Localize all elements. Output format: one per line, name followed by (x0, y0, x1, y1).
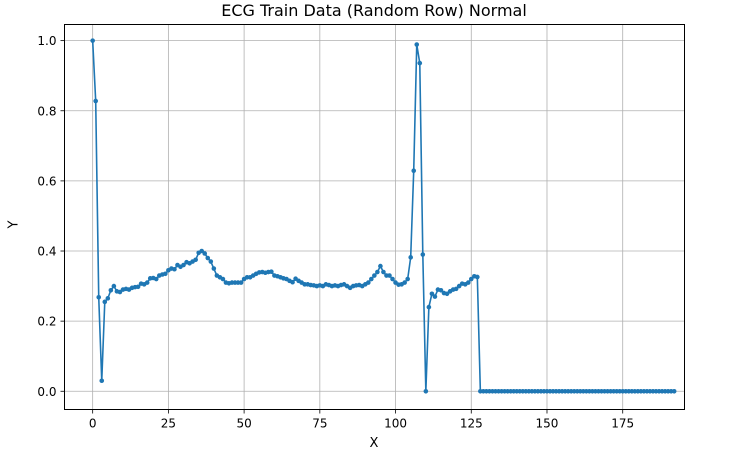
data-point-marker (381, 269, 386, 275)
data-point-marker (135, 284, 141, 290)
data-point-marker (105, 296, 111, 301)
data-point-marker (96, 295, 102, 300)
data-point-marker (417, 60, 423, 66)
data-point-marker (290, 279, 295, 285)
data-point-marker (378, 263, 383, 269)
y-tick-label: 1.0 (37, 34, 56, 48)
grid-lines (64, 24, 685, 410)
x-axis-label: X (369, 436, 379, 451)
x-tick-label: 0 (89, 417, 97, 431)
axis-ticks: 0 25 50 75 100 125 150 175 0.0 0.2 0.4 0.6 0.8 1.0 (37, 34, 634, 430)
data-point-marker (372, 273, 377, 278)
x-tick-label: 25 (161, 417, 176, 431)
data-point-marker (93, 98, 98, 104)
data-point-marker (365, 280, 371, 285)
data-point-marker (153, 276, 159, 282)
data-point-marker (465, 280, 471, 285)
data-point-marker (269, 269, 274, 275)
ecg-line (91, 40, 675, 393)
data-point-marker (402, 280, 407, 285)
data-point-marker (238, 280, 244, 285)
data-point-marker (102, 299, 108, 305)
data-point-marker (208, 259, 214, 264)
data-point-marker (181, 262, 186, 268)
data-point-marker (408, 255, 413, 260)
x-tick-label: 125 (460, 417, 483, 431)
data-point-marker (172, 266, 177, 272)
data-series (90, 38, 677, 394)
data-point-marker (438, 287, 444, 293)
data-point-marker (390, 276, 395, 282)
data-point-marker (414, 42, 420, 47)
x-tick-label: 50 (236, 417, 251, 431)
data-point-marker (387, 273, 392, 278)
data-point-marker (423, 388, 429, 394)
x-tick-label: 100 (384, 417, 407, 431)
data-point-marker (111, 283, 117, 289)
data-point-marker (420, 252, 426, 257)
data-point-marker (205, 255, 211, 261)
data-point-marker (426, 304, 432, 310)
chart-title: ECG Train Data (Random Row) Normal (221, 1, 527, 20)
data-point-marker (108, 287, 114, 293)
y-axis-label: Y (6, 220, 22, 229)
data-point-marker (468, 276, 474, 282)
x-tick-label: 175 (611, 417, 634, 431)
data-point-marker (375, 269, 380, 275)
y-tick-label: 0.8 (37, 104, 56, 118)
data-point-marker (193, 257, 198, 263)
data-point-marker (475, 274, 480, 280)
data-point-marker (369, 276, 374, 282)
data-point-marker (144, 280, 150, 285)
data-point-marker (429, 291, 435, 297)
data-point-marker (671, 388, 677, 394)
data-point-marker (163, 271, 168, 277)
x-tick-label: 75 (312, 417, 327, 431)
data-point-marker (453, 286, 459, 292)
data-point-marker (99, 378, 105, 384)
y-tick-label: 0.6 (37, 174, 56, 188)
y-tick-label: 0.4 (37, 245, 56, 259)
data-point-marker (220, 276, 226, 282)
data-point-marker (211, 266, 217, 271)
data-point-marker (411, 168, 417, 174)
data-point-marker (405, 276, 410, 282)
plot-frame (64, 24, 685, 410)
data-point-marker (90, 38, 95, 43)
y-tick-label: 0.2 (37, 315, 56, 329)
y-tick-label: 0.0 (37, 385, 56, 399)
data-point-marker (202, 251, 208, 256)
data-point-marker (432, 294, 438, 299)
x-tick-label: 150 (536, 417, 559, 431)
